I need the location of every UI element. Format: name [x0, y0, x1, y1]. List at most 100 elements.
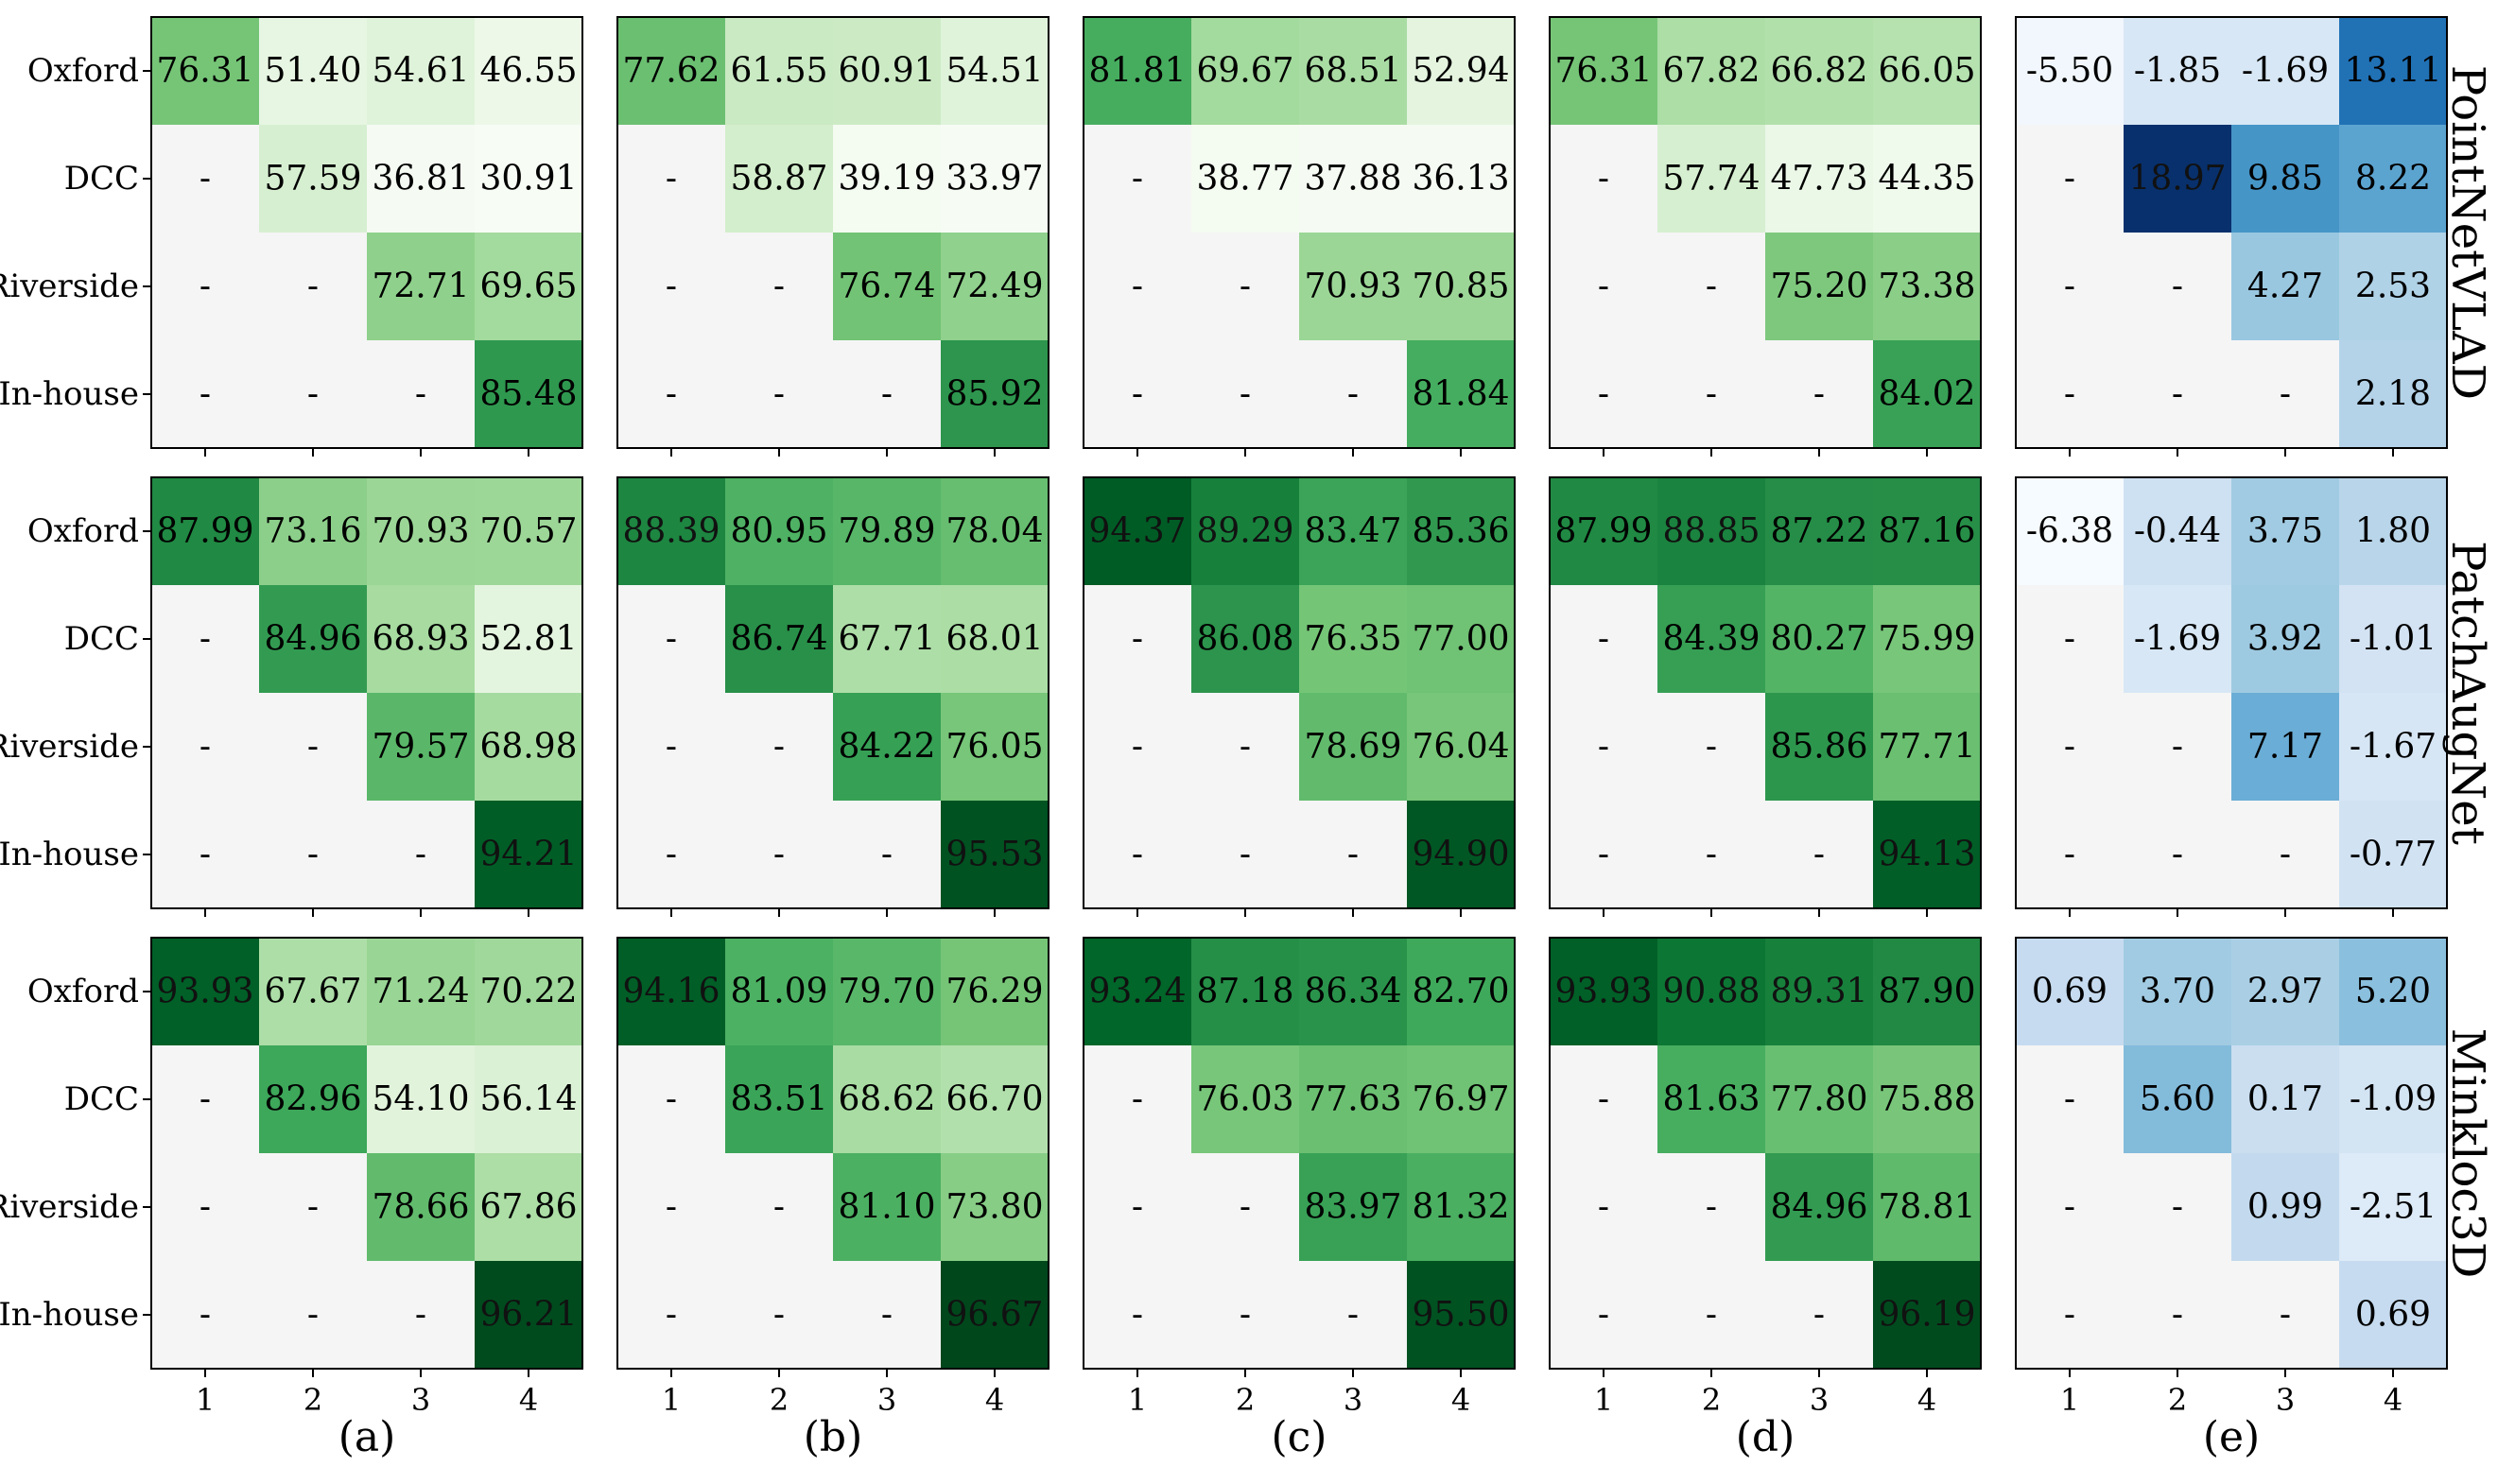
heatmap-cell — [1550, 477, 1657, 585]
cell-value-label: - — [2280, 375, 2291, 414]
heatmap-cell — [2339, 1261, 2447, 1369]
cell-value-label: - — [2172, 267, 2183, 306]
cell-value-label: 76.35 — [1304, 620, 1401, 659]
cell-value-label: 67.67 — [264, 973, 361, 1011]
cell-value-label: 60.91 — [838, 52, 935, 91]
cell-value-label: 96.21 — [479, 1296, 577, 1335]
heatmap-cell — [1550, 125, 1657, 233]
cell-value-label: -1.85 — [2134, 52, 2221, 91]
cell-value-label: - — [773, 1188, 785, 1227]
heatmap-cell — [1084, 1153, 1191, 1261]
heatmap-cell — [151, 693, 259, 801]
heatmap-cell — [1765, 477, 1873, 585]
x-tick-label: 3 — [411, 1382, 430, 1418]
heatmap-cell — [1407, 585, 1515, 693]
cell-value-label: 5.20 — [2355, 973, 2431, 1011]
heatmap-cell — [1084, 801, 1191, 908]
heatmap-panel-a-row2: 87.99 73.16 70.93 70.57 - 84.96 68.93 52.81 - - 79… — [0, 476, 583, 917]
x-tick-label: 3 — [1810, 1382, 1829, 1418]
cell-value-label: -1.09 — [2350, 1080, 2437, 1119]
heatmap-cell — [475, 801, 582, 908]
heatmap-cell — [2231, 585, 2339, 693]
cell-value-label: - — [1706, 836, 1717, 874]
cell-value-label: 86.74 — [730, 620, 827, 659]
heatmap-cell — [2016, 1045, 2124, 1153]
cell-value-label: 71.24 — [372, 973, 469, 1011]
heatmap-cell — [1657, 17, 1765, 125]
heatmap-cell — [2124, 125, 2231, 233]
cell-value-label: - — [1132, 836, 1143, 874]
panel-border — [616, 476, 1049, 909]
cell-value-label: 83.97 — [1304, 1188, 1401, 1227]
cell-value-label: - — [1132, 1080, 1143, 1119]
heatmap-cell — [1550, 1261, 1657, 1369]
cell-value-label: - — [1132, 728, 1143, 767]
heatmap-cell — [725, 233, 833, 340]
heatmap-cell — [2339, 801, 2447, 908]
cell-value-label: 76.74 — [838, 267, 935, 306]
heatmap-cell — [2339, 340, 2447, 448]
heatmap-cell — [2124, 17, 2231, 125]
heatmap-cell — [1084, 233, 1191, 340]
cell-value-label: - — [666, 160, 677, 198]
cell-value-label: - — [773, 836, 785, 874]
cell-value-label: - — [199, 1188, 211, 1227]
heatmap-cell — [2231, 477, 2339, 585]
heatmap-cell — [367, 1153, 475, 1261]
heatmap-cell — [2016, 585, 2124, 693]
cell-value-label: 78.69 — [1304, 728, 1401, 767]
cell-value-label: - — [1598, 728, 1609, 767]
heatmap-cell — [1765, 693, 1873, 801]
heatmap-panel-e-row1: -5.50 -1.85 -1.69 13.11 - 18.97 9.85 8.22 - - 4.27… — [2015, 16, 2448, 457]
cell-value-label: 68.62 — [838, 1080, 935, 1119]
heatmap-cell — [2231, 1045, 2339, 1153]
cell-value-label: - — [1706, 728, 1717, 767]
cell-value-label: 85.48 — [479, 375, 577, 414]
cell-value-label: - — [1598, 620, 1609, 659]
heatmap-cell — [1407, 1045, 1515, 1153]
heatmap-cell — [725, 801, 833, 908]
heatmap-cell — [941, 125, 1049, 233]
heatmap-cell — [1299, 477, 1407, 585]
cell-value-label: - — [1347, 836, 1359, 874]
cell-value-label: - — [1706, 1296, 1717, 1335]
heatmap-cell — [2124, 477, 2231, 585]
heatmap-cell — [941, 477, 1049, 585]
heatmap-cell — [2016, 1261, 2124, 1369]
row-label-oxford: Oxford — [27, 973, 139, 1010]
heatmap-cell — [367, 340, 475, 448]
heatmap-cell — [1765, 1045, 1873, 1153]
heatmap-cell — [833, 233, 941, 340]
heatmap-panel-e-row2: -6.38 -0.44 3.75 1.80- -1.69 3.92 -1.01- -7.17-… — [2015, 476, 2448, 917]
heatmap-panel-d-row2: 87.99 88.85 87.22 87.16 - 84.39 80.27 75.99 - - 85… — [1549, 476, 1982, 917]
heatmap-cell — [1407, 125, 1515, 233]
cell-value-label: 73.16 — [264, 512, 361, 551]
cell-value-label: 94.37 — [1088, 512, 1186, 551]
heatmap-cell — [941, 1261, 1049, 1369]
heatmap-cell — [151, 1153, 259, 1261]
heatmap-cell — [1550, 1045, 1657, 1153]
heatmap-cell — [259, 801, 367, 908]
heatmap-cell — [833, 1153, 941, 1261]
cell-value-label: 84.39 — [1662, 620, 1760, 659]
heatmap-cell — [833, 585, 941, 693]
cell-value-label: 2.53 — [2355, 267, 2431, 306]
cell-value-label: - — [2172, 375, 2183, 414]
heatmap-cell — [1765, 340, 1873, 448]
heatmap-cell — [1407, 938, 1515, 1045]
cell-value-label: -5.50 — [2026, 52, 2113, 91]
cell-value-label: - — [1813, 1296, 1825, 1335]
cell-value-label: - — [1598, 1188, 1609, 1227]
cell-value-label: - — [307, 1296, 319, 1335]
cell-value-label: - — [1706, 1188, 1717, 1227]
row-label-riverside: Riverside — [0, 1188, 139, 1226]
x-tick-label: 4 — [519, 1382, 538, 1418]
panel-border — [2015, 16, 2448, 449]
heatmap-cell — [475, 938, 582, 1045]
cell-value-label: - — [1240, 728, 1251, 767]
cell-value-label: 81.09 — [730, 973, 827, 1011]
panel-border — [1083, 476, 1516, 909]
cell-value-label: 4.27 — [2247, 267, 2323, 306]
cell-value-label: 57.59 — [264, 160, 361, 198]
cell-value-label: 95.50 — [1412, 1296, 1509, 1335]
